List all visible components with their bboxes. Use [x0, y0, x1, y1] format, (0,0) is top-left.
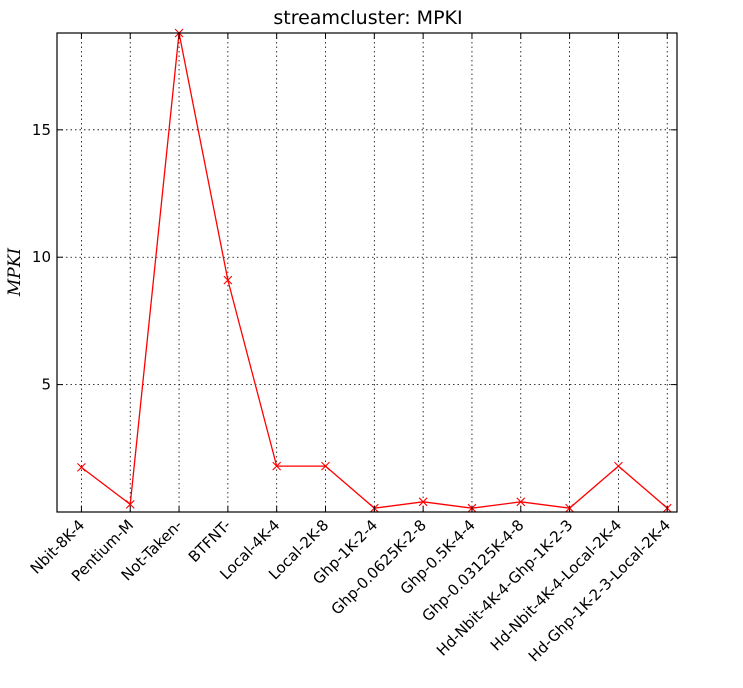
plot-frame — [56, 32, 678, 513]
y-tick-label: 15 — [32, 121, 51, 139]
y-axis-label: MPKI — [5, 248, 25, 298]
data-point-marker — [418, 497, 428, 507]
tick-layer — [57, 33, 677, 512]
label-layer: Nbit-8K-4Pentium-MNot-Taken-BTFNT-Local-… — [27, 121, 674, 665]
data-point-marker — [614, 461, 623, 471]
y-tick-label: 5 — [41, 376, 51, 394]
data-point-marker — [516, 497, 526, 507]
data-point-marker — [223, 275, 233, 285]
series-line — [81, 32, 668, 509]
y-tick-label: 10 — [32, 248, 51, 266]
data-point-marker — [125, 499, 135, 509]
data-point-marker — [272, 461, 282, 471]
chart-title: streamcluster: MPKI — [273, 7, 462, 29]
data-point-marker — [321, 461, 330, 471]
grid-layer — [57, 33, 677, 512]
data-point-marker — [77, 463, 86, 472]
